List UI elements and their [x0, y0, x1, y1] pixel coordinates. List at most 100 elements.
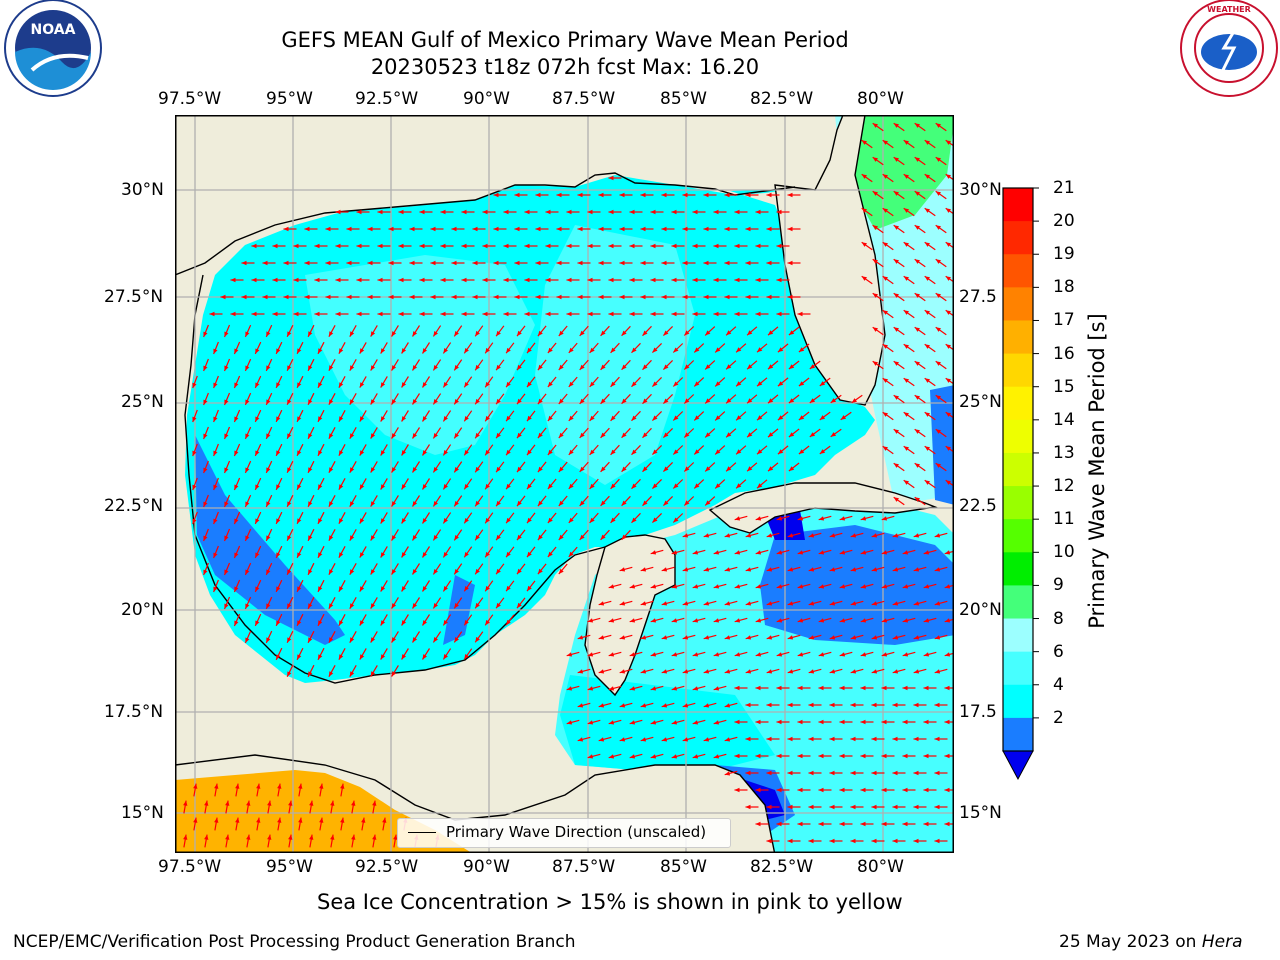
wave-arrow-head	[724, 192, 730, 198]
wave-arrow-head	[382, 817, 387, 823]
wave-arrow-head	[892, 567, 899, 572]
wave-arrow-head	[577, 226, 583, 232]
wave-arrow-head	[619, 737, 626, 742]
wave-arrow-head	[496, 364, 501, 371]
wave-arrow-head	[433, 433, 438, 439]
wave-arrow-head	[235, 817, 240, 823]
wave-arrow-head	[314, 311, 320, 317]
lon-tick-bottom: 87.5°W	[552, 857, 616, 877]
wave-arrow-head	[766, 601, 773, 606]
wave-arrow-head	[527, 381, 532, 388]
wave-arrow-head	[412, 467, 418, 473]
wave-arrow-head	[412, 399, 418, 405]
lat-tick-left: 27.5°N	[104, 287, 164, 307]
wave-arrow-head	[839, 821, 845, 827]
colorbar-cell	[1003, 717, 1033, 752]
wave-arrow-head	[705, 432, 711, 438]
wave-arrow-head	[798, 347, 805, 352]
colorbar-cell	[1003, 254, 1033, 288]
wave-arrow-head	[650, 584, 657, 589]
wave-arrow-head	[272, 277, 278, 283]
wave-arrow-head	[224, 569, 229, 575]
wave-arrow-head	[684, 398, 690, 404]
wave-arrow-head	[514, 294, 520, 300]
wave-arrow-head	[692, 720, 699, 725]
wave-arrow-head	[224, 433, 229, 439]
wave-arrow-head	[924, 480, 930, 485]
colorbar-under-arrow	[1002, 750, 1034, 781]
wave-arrow-head	[934, 804, 940, 810]
wave-arrow-head	[192, 518, 197, 525]
colorbar-tick-label: 4	[1053, 674, 1064, 695]
wave-arrow-head	[308, 637, 313, 643]
colorbar-frame	[1002, 187, 1034, 752]
wave-arrow-head	[255, 450, 260, 456]
wave-arrow-head	[475, 500, 480, 507]
wave-arrow-head	[840, 415, 847, 420]
wave-arrow-head	[475, 330, 480, 337]
wave-arrow-head	[673, 381, 679, 387]
wave-arrow-head	[464, 382, 469, 388]
wave-arrow-head	[661, 260, 667, 266]
wave-arrow-head	[391, 637, 397, 643]
wave-arrow-head	[934, 770, 940, 776]
wave-arrow-head	[726, 432, 732, 438]
wave-arrow-head	[482, 311, 488, 317]
wave-arrow-head	[661, 192, 667, 198]
wave-arrow-head	[422, 484, 427, 490]
wave-arrow-head	[860, 618, 867, 623]
wave-arrow-head	[328, 501, 334, 507]
wave-arrow-head	[255, 416, 260, 422]
map-legend: Primary Wave Direction (unscaled)	[397, 818, 731, 848]
wave-arrow-head	[755, 719, 761, 725]
wave-arrow-head	[881, 652, 888, 657]
lon-tick-top: 80°W	[857, 89, 904, 109]
wave-arrow-head	[745, 635, 752, 640]
wave-arrow-head	[203, 535, 208, 541]
wave-arrow-head	[809, 364, 816, 369]
wave-arrow-head	[380, 382, 386, 388]
wave-arrow-head	[380, 586, 386, 592]
wave-arrow-head	[493, 294, 499, 300]
wave-arrow-head	[577, 260, 583, 266]
wave-arrow-head	[619, 192, 625, 198]
wave-arrow-head	[610, 381, 616, 387]
wave-arrow-head	[923, 652, 930, 657]
wave-arrow-head	[568, 415, 574, 421]
wave-arrow-head	[276, 416, 281, 422]
wave-arrow-head	[359, 552, 365, 558]
wave-arrow-head	[776, 516, 783, 521]
wave-arrow-head	[454, 467, 459, 473]
wave-arrow-head	[475, 398, 480, 405]
wave-arrow-head	[650, 550, 657, 555]
wave-arrow-head	[924, 446, 930, 451]
wave-arrow-head	[433, 603, 438, 609]
wave-arrow-head	[924, 276, 930, 281]
wave-arrow-head	[255, 518, 260, 524]
wave-arrow-head	[276, 518, 281, 524]
wave-arrow-head	[409, 260, 415, 266]
wave-arrow-head	[359, 382, 365, 388]
wave-arrow-head	[503, 209, 509, 215]
wave-arrow-head	[924, 412, 930, 417]
wave-arrow-head	[872, 327, 878, 332]
wave-arrow-head	[419, 243, 425, 249]
wave-arrow-head	[266, 399, 271, 405]
wave-arrow-head	[673, 415, 679, 421]
wave-arrow-head	[892, 635, 899, 640]
wave-arrow-head	[724, 601, 731, 606]
wave-arrow-head	[608, 652, 615, 657]
wave-arrow-head	[598, 669, 605, 674]
wave-arrow-head	[401, 518, 407, 524]
wave-arrow-head	[608, 277, 614, 283]
wave-arrow-head	[517, 568, 522, 575]
wave-arrow-head	[682, 601, 689, 606]
wave-arrow-head	[372, 800, 377, 806]
colorbar-cell	[1003, 386, 1033, 421]
wave-arrow-head	[818, 753, 824, 759]
wave-arrow-head	[214, 817, 219, 823]
wave-arrow-head	[482, 209, 488, 215]
wave-arrow-head	[335, 243, 341, 249]
wave-arrow-head	[705, 330, 711, 336]
wave-arrow-head	[935, 259, 941, 264]
